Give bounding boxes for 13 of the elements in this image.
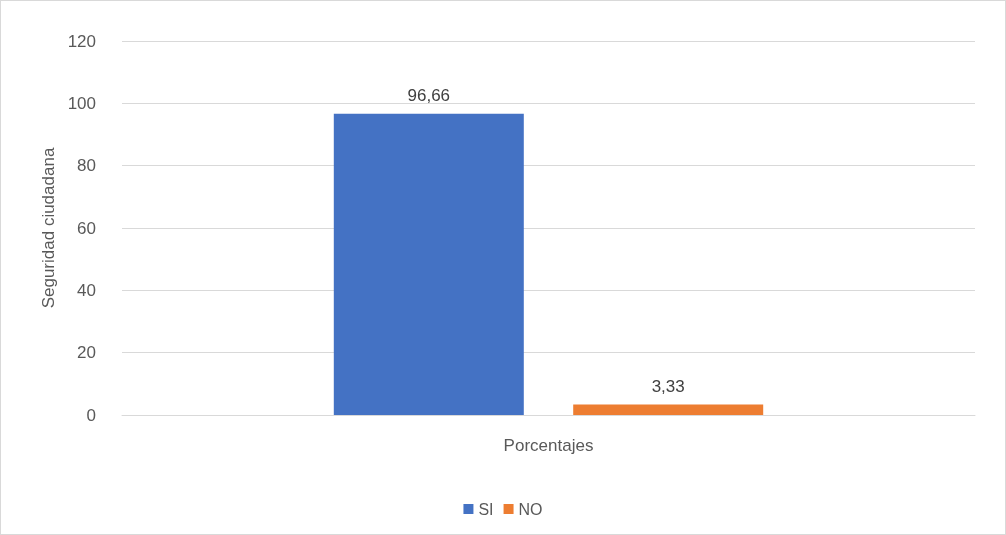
y-axis-title: Seguridad ciudadana <box>38 147 58 309</box>
y-tick-label: 20 <box>77 343 96 363</box>
y-tick-label: 120 <box>67 31 96 51</box>
data-label: 3,33 <box>651 376 685 396</box>
y-tick-label: 80 <box>77 156 96 176</box>
data-label: 96,66 <box>407 85 451 105</box>
y-tick-label: 60 <box>77 218 96 238</box>
x-tick-label: Porcentajes <box>503 436 594 455</box>
y-tick-label: 0 <box>86 405 96 425</box>
legend-label: SI <box>478 500 494 518</box>
legend-label: NO <box>518 500 543 518</box>
y-tick-label: 40 <box>77 280 96 300</box>
y-tick-label: 100 <box>67 93 96 113</box>
